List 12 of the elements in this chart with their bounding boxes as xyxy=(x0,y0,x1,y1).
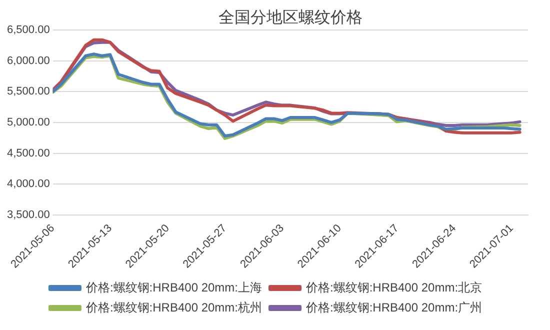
legend-label: 价格:螺纹钢:HRB400 20mm:杭州 xyxy=(84,300,262,314)
y-tick-label: 4,000.00 xyxy=(6,178,50,190)
legend-label: 价格:螺纹钢:HRB400 20mm:上海 xyxy=(84,280,262,294)
y-tick-label: 6,500.00 xyxy=(6,24,50,36)
y-tick-label: 5,000.00 xyxy=(6,116,50,128)
legend-label: 价格:螺纹钢:HRB400 20mm:北京 xyxy=(305,280,482,294)
y-tick-label: 5,500.00 xyxy=(6,86,50,98)
chart-title: 全国分地区螺纹价格 xyxy=(218,8,362,26)
y-tick-label: 3,500.00 xyxy=(6,208,50,221)
y-tick-label: 4,500.00 xyxy=(6,147,50,160)
y-tick-label: 6,000.00 xyxy=(6,54,50,67)
legend-label: 价格:螺纹钢:HRB400 20mm:广州 xyxy=(305,300,482,314)
